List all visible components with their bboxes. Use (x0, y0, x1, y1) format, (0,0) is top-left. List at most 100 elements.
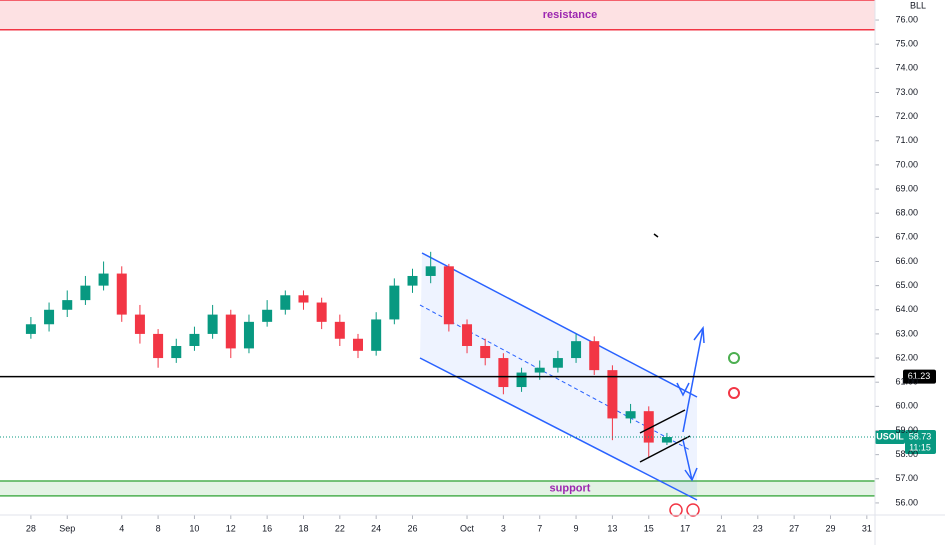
candle-body (171, 345, 182, 359)
x-tick-label: 18 (298, 523, 308, 533)
y-tick-label: 67.00 (895, 232, 918, 242)
x-tick-label: 7 (537, 523, 542, 533)
symbol-label: USOIL (876, 431, 904, 441)
marker-green (728, 352, 740, 364)
flag-lower (639, 435, 691, 463)
x-tick-label: 3 (501, 523, 506, 533)
y-tick-label: 76.00 (895, 14, 918, 24)
arrow-down (682, 439, 693, 481)
candle-body (280, 295, 291, 310)
x-tick-label: 26 (408, 523, 418, 533)
channel-lower (419, 357, 698, 501)
x-tick-label: 13 (607, 523, 617, 533)
y-tick-label: 62.00 (895, 352, 918, 362)
tick-mark-note (653, 233, 659, 238)
x-tick-label: 27 (789, 523, 799, 533)
marker-red (728, 387, 740, 399)
zone-label: resistance (543, 9, 597, 21)
y-tick-label: 75.00 (895, 39, 918, 49)
candle-body (153, 333, 164, 359)
candle-body (80, 285, 91, 301)
zones: resistance support (0, 0, 875, 497)
candle-body (443, 266, 454, 325)
candle-body (407, 275, 418, 286)
y-tick-label: 69.00 (895, 183, 918, 193)
last-price-tag (905, 430, 936, 455)
candle-body (134, 314, 145, 334)
x-tick-label: 9 (574, 523, 579, 533)
y-tick-label: 57.00 (895, 473, 918, 483)
candle-body (425, 266, 436, 276)
candle-body (25, 324, 36, 334)
candle-body (462, 324, 473, 346)
arrow-mid-head (676, 382, 690, 397)
y-tick-label: 71.00 (895, 135, 918, 145)
candle-body (98, 273, 109, 286)
event-flag[interactable] (686, 503, 700, 517)
x-tick-label: 21 (716, 523, 726, 533)
scale-label: BLL (910, 0, 926, 10)
price-line-tag (903, 369, 936, 384)
candle-body (589, 341, 600, 371)
candle-body (516, 372, 527, 388)
candle-body (62, 300, 73, 310)
x-tick-label: 16 (262, 523, 272, 533)
candles (25, 251, 672, 458)
x-tick-label: 8 (156, 523, 161, 533)
y-tick-label: 66.00 (895, 256, 918, 266)
y-tick-label: 73.00 (895, 87, 918, 97)
candle-body (262, 309, 273, 322)
axes: 56.00 57.00 58.00 59.00 60.00 61.00 62.00 63.00… (26, 14, 918, 533)
symbol-tag (875, 430, 905, 445)
candle-body (334, 321, 345, 339)
candle-body (607, 370, 618, 419)
x-tick-label: 24 (371, 523, 381, 533)
candle-body (116, 273, 127, 315)
y-tick-label: 74.00 (895, 63, 918, 73)
arrow-down-head (684, 467, 698, 482)
y-tick-label: 58.00 (895, 449, 918, 459)
candle-body (189, 333, 200, 346)
candle-body (498, 358, 509, 388)
x-tick-label: 31 (862, 523, 872, 533)
arrow-up (682, 327, 704, 433)
y-tick-label: 72.00 (895, 111, 918, 121)
flag-upper (639, 409, 686, 434)
event-flag[interactable] (669, 503, 683, 517)
x-tick-label: 12 (226, 523, 236, 533)
zone-label: support (550, 482, 591, 494)
y-tick-label: 56.00 (895, 497, 918, 507)
candle-body (552, 358, 563, 368)
candle-body (625, 411, 636, 419)
candle-body (207, 314, 218, 334)
y-tick-label: 63.00 (895, 328, 918, 338)
x-tick-label: 22 (335, 523, 345, 533)
y-tick-label: 70.00 (895, 159, 918, 169)
price-line-label: 61.23 (908, 371, 931, 381)
x-tick-label: 15 (644, 523, 654, 533)
candle-body (298, 295, 309, 303)
candle-body (661, 437, 672, 443)
x-tick-label: 28 (26, 523, 36, 533)
candle-body (371, 319, 382, 351)
x-tick-label: 17 (680, 523, 690, 533)
candle-body (44, 309, 55, 325)
y-tick-label: 61.00 (895, 377, 918, 387)
x-tick-label: 10 (189, 523, 199, 533)
y-tick-label: 65.00 (895, 280, 918, 290)
zone (0, 480, 875, 496)
candle-body (243, 321, 254, 349)
x-tick-label: Sep (59, 523, 75, 533)
candle-body (643, 411, 654, 443)
y-tick-label: 60.00 (895, 401, 918, 411)
y-tick-label: 64.00 (895, 304, 918, 314)
zone (0, 0, 875, 30)
countdown-label: 11:15 (909, 442, 931, 452)
candle-body (352, 338, 363, 351)
x-tick-label: Oct (460, 523, 475, 533)
candle-body (534, 367, 545, 373)
last-price-label: 58.73 (909, 431, 932, 441)
